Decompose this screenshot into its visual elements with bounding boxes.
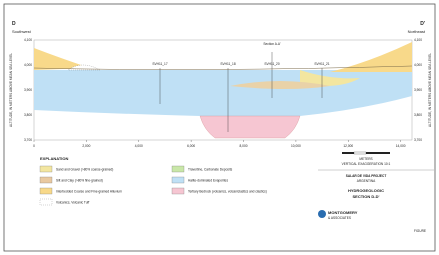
y-tick-label: 3,900 xyxy=(24,88,32,92)
silt-lens xyxy=(230,81,330,89)
y-axis-label: ALTITUDE, IN METERS ABOVE MEAN SEA LEVEL xyxy=(9,53,13,127)
direction-label: Southwest xyxy=(12,29,32,34)
y-axis-label: ALTITUDE, IN METERS ABOVE MEAN SEA LEVEL xyxy=(428,53,432,127)
legend-label: Tertiary Bedrock (volcanics, volcaniclas… xyxy=(188,190,267,194)
section-end-label: D xyxy=(12,21,16,27)
legend-swatch xyxy=(39,165,53,173)
legend-label: Travertine, Carbonate Deposits xyxy=(188,168,233,172)
scale-segment xyxy=(342,152,354,154)
scale-exaggeration: VERTICAL EXAGGERATION 10:1 xyxy=(342,162,391,166)
section-end-label: D' xyxy=(420,21,425,27)
x-tick-label: 10,000 xyxy=(291,144,301,148)
legend-label: Volcanics, Volcanic Tuff xyxy=(56,201,89,205)
well-label: SVH11_18 xyxy=(220,62,235,66)
company-logo xyxy=(318,210,326,218)
y-tick-label: 4,100 xyxy=(414,38,422,42)
x-tick-label: 14,000 xyxy=(396,144,406,148)
y-tick-label: 4,000 xyxy=(414,63,422,67)
scale-bar xyxy=(342,151,390,155)
bedrock-layer xyxy=(199,115,301,139)
figure-title: SECTION D-D' xyxy=(353,194,380,199)
legend-swatch xyxy=(39,198,53,206)
y-tick-label: 3,900 xyxy=(414,88,422,92)
explanation-title: EXPLANATION xyxy=(40,156,68,161)
legend-label: Silt and Clay (>80% fine-grained) xyxy=(56,179,103,183)
well-label: SVH11_17 xyxy=(152,62,167,66)
direction-label: Northeast xyxy=(408,29,426,34)
alluvium-left xyxy=(34,48,90,70)
frame xyxy=(3,3,436,252)
y-tick-label: 3,800 xyxy=(414,113,422,117)
x-tick-label: 2,000 xyxy=(82,144,90,148)
legend-swatch xyxy=(171,165,185,173)
legend-swatch xyxy=(171,176,185,184)
legend-swatch xyxy=(171,187,185,195)
legend-swatch xyxy=(39,187,53,195)
x-tick-label: 8,000 xyxy=(240,144,248,148)
land-surface xyxy=(33,65,413,70)
company-name: MONTGOMERY xyxy=(328,210,358,215)
legend-swatch xyxy=(39,176,53,184)
y-tick-label: 4,100 xyxy=(24,38,32,42)
figure-label: FIGURE xyxy=(414,229,426,233)
figure-title: HYDROGEOLOGIC xyxy=(348,188,384,193)
project-name: SALAR DE VIDA PROJECT xyxy=(346,174,387,178)
legend-label: Sand and Gravel (>80% coarse-grained) xyxy=(56,168,113,172)
y-tick-label: 3,700 xyxy=(414,138,422,142)
scale-segment xyxy=(353,151,367,155)
reference-label: Section A-A' xyxy=(263,42,281,46)
well-label: SVH11_20 xyxy=(264,62,279,66)
well-label: SVH11_21 xyxy=(314,62,329,66)
y-tick-label: 3,700 xyxy=(24,138,32,142)
alluvium-right xyxy=(330,42,412,72)
company-subname: & ASSOCIATES xyxy=(328,216,351,220)
x-tick-label: 0 xyxy=(33,144,35,148)
legend-label: Interbedded Coarse and Fine-grained Allu… xyxy=(56,190,122,194)
scale-segment xyxy=(366,152,390,154)
y-tick-label: 3,800 xyxy=(24,113,32,117)
y-tick-label: 4,000 xyxy=(24,63,32,67)
x-tick-label: 4,000 xyxy=(135,144,143,148)
section-body xyxy=(33,39,413,141)
scale-unit: METERS xyxy=(359,157,372,161)
country: ARGENTINA xyxy=(357,179,376,183)
x-tick-label: 6,000 xyxy=(187,144,195,148)
sand-lens xyxy=(300,70,360,86)
legend-label: Halite-dominated Evaporites xyxy=(188,179,228,183)
x-tick-label: 12,000 xyxy=(343,144,353,148)
